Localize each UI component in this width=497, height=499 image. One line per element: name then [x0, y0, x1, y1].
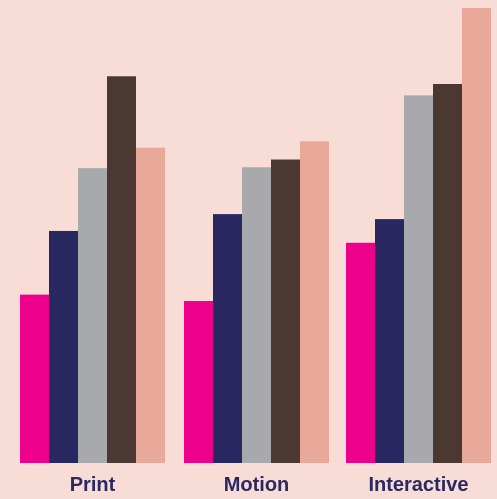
- category-labels-group: Print Motion Interactive: [70, 474, 469, 496]
- bar-motion-2: [213, 214, 242, 463]
- category-label-print: Print: [70, 474, 116, 496]
- category-label-motion: Motion: [224, 474, 290, 496]
- bar-print-1: [20, 294, 49, 463]
- bar-print-4: [107, 76, 136, 463]
- bar-motion-3: [242, 167, 271, 463]
- bar-print-5: [136, 147, 165, 463]
- bars-group: [20, 8, 491, 464]
- bar-interactive-1: [346, 242, 375, 463]
- bar-interactive-2: [375, 219, 404, 463]
- bar-interactive-3: [404, 95, 433, 464]
- bar-motion-5: [300, 141, 329, 463]
- bar-motion-1: [184, 301, 213, 463]
- bar-interactive-4: [433, 83, 462, 464]
- bar-interactive-5: [462, 8, 491, 463]
- bar-print-2: [49, 230, 78, 463]
- category-label-interactive: Interactive: [368, 474, 468, 496]
- bar-motion-4: [271, 159, 300, 463]
- bar-print-3: [78, 168, 107, 463]
